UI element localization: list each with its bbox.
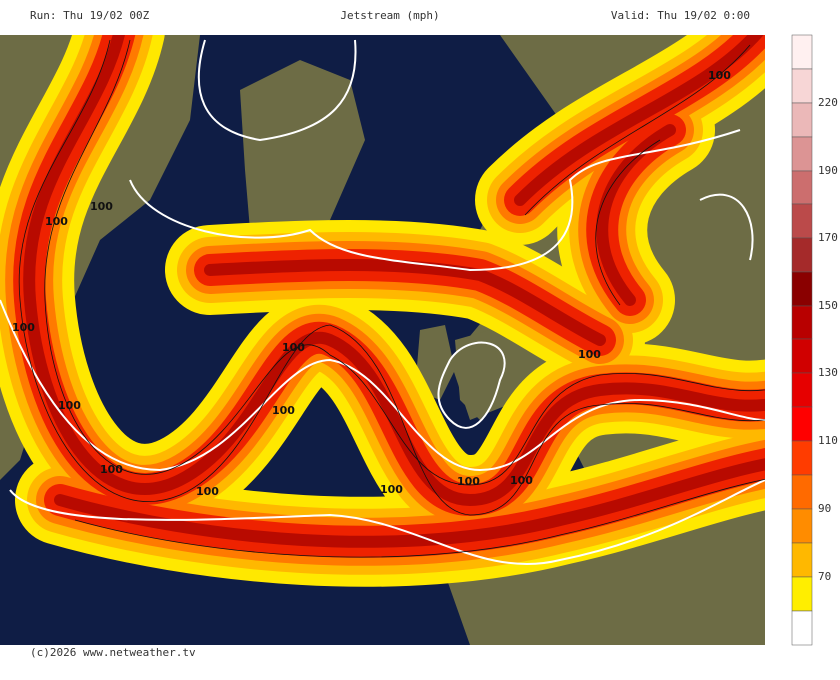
scale-label: 90: [818, 502, 831, 515]
contour-label: 100: [282, 341, 305, 354]
color-scale-labels: 220 190 170 150 130 110 90 70: [818, 96, 838, 583]
scale-label: 150: [818, 299, 838, 312]
color-scale: [791, 34, 813, 646]
isotach-contours: [0, 39, 765, 565]
scale-label: 220: [818, 96, 838, 109]
streamlines: [18, 39, 765, 558]
scale-label: 170: [818, 231, 838, 244]
contour-label: 100: [90, 200, 113, 213]
scale-label: 70: [818, 570, 831, 583]
contour-label: 100: [272, 404, 295, 417]
copyright: (c)2026 www.netweather.tv: [30, 646, 196, 659]
contour-label: 100: [58, 399, 81, 412]
contour-label: 100: [510, 474, 533, 487]
contour-label: 100: [708, 69, 731, 82]
scale-label: 130: [818, 366, 838, 379]
contour-label: 100: [45, 215, 68, 228]
map-title: Jetstream (mph): [340, 9, 439, 22]
scale-label: 190: [818, 164, 838, 177]
valid-label: Valid: Thu 19/02 0:00: [611, 9, 750, 22]
run-label: Run: Thu 19/02 00Z: [30, 9, 150, 22]
contour-label: 100: [12, 321, 35, 334]
contour-label: 100: [380, 483, 403, 496]
contour-label: 100: [457, 475, 480, 488]
contour-label: 100: [578, 348, 601, 361]
scale-label: 110: [818, 434, 838, 447]
contour-labels: 100 100 100 100 100 100 100 100 100 100 …: [12, 69, 731, 498]
contour-label: 100: [100, 463, 123, 476]
contour-label: 100: [196, 485, 219, 498]
map: 100 100 100 100 100 100 100 100 100 100 …: [0, 35, 765, 645]
